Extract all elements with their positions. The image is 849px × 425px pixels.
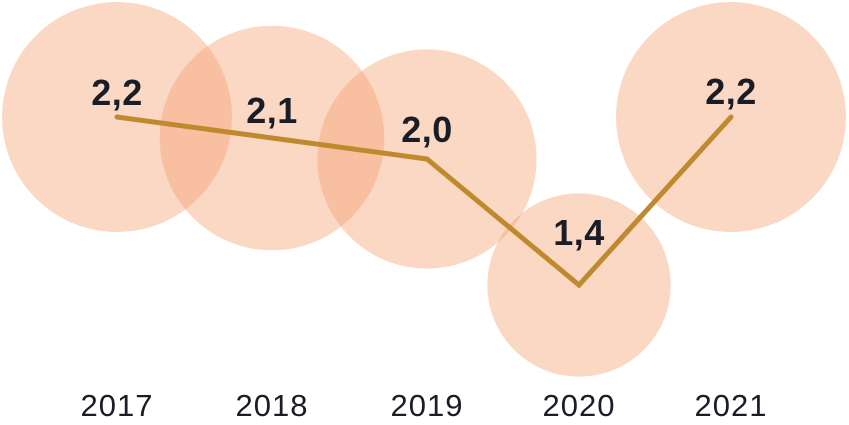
value-label-2021: 2,2 <box>705 71 757 112</box>
year-label-2019: 2019 <box>390 388 464 423</box>
year-label-2018: 2018 <box>235 388 309 423</box>
value-label-2020: 1,4 <box>553 212 605 253</box>
value-label-2018: 2,1 <box>246 90 298 131</box>
trend-line <box>114 114 734 289</box>
year-label-2020: 2020 <box>542 388 616 423</box>
value-label-2017: 2,2 <box>91 72 143 113</box>
value-label-2019: 2,0 <box>401 109 453 150</box>
year-label-2021: 2021 <box>694 388 768 423</box>
year-label-2017: 2017 <box>80 388 154 423</box>
